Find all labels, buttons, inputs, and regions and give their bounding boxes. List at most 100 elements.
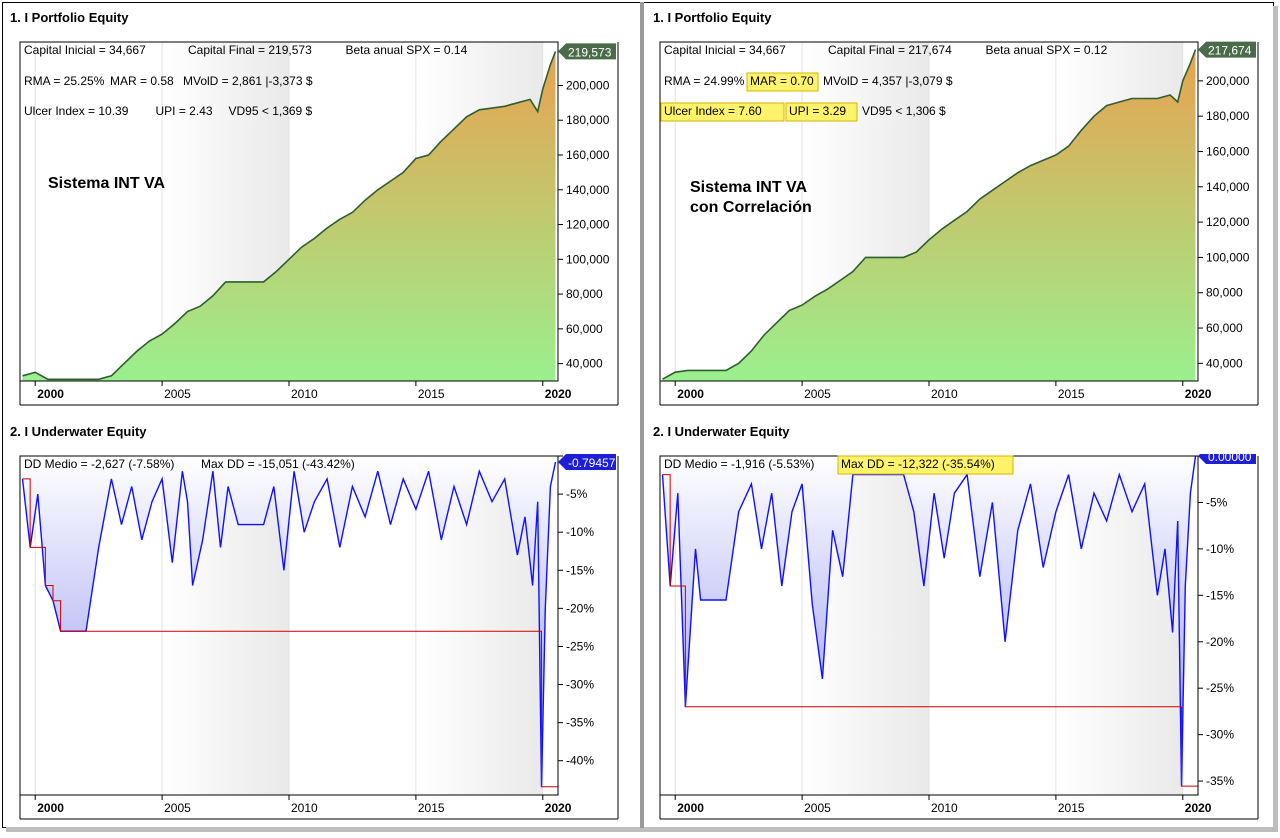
y-tick-label: -20% bbox=[1206, 635, 1234, 649]
left-equity-title: 1. I Portfolio Equity bbox=[10, 10, 129, 25]
stat-text: Max DD = -12,322 (-35.54%) bbox=[841, 457, 995, 471]
y-tick-label: 140,000 bbox=[566, 183, 610, 197]
y-tick-label: 160,000 bbox=[1206, 144, 1250, 158]
x-tick-label: 2015 bbox=[418, 801, 445, 815]
y-tick-label: -40% bbox=[566, 754, 594, 768]
stat-text: UPI = 3.29 bbox=[789, 104, 846, 118]
stat-text: Capital Inicial = 34,667 bbox=[664, 43, 786, 57]
y-tick-label: -35% bbox=[1206, 774, 1234, 788]
stat-text: VD95 < 1,306 $ bbox=[862, 104, 946, 118]
x-tick-label: 2005 bbox=[164, 387, 191, 401]
stat-highlight bbox=[785, 102, 858, 122]
y-tick-label: -10% bbox=[1206, 542, 1234, 556]
x-tick-label: 2015 bbox=[418, 387, 445, 401]
y-tick-label: 60,000 bbox=[1206, 321, 1243, 335]
x-tick-label: 2020 bbox=[545, 801, 572, 815]
stat-text: Max DD = -15,051 (-43.42%) bbox=[201, 457, 355, 471]
y-tick-label: -10% bbox=[566, 525, 594, 539]
y-tick-label: 140,000 bbox=[1206, 180, 1250, 194]
y-tick-label: -25% bbox=[566, 639, 594, 653]
y-tick-label: 100,000 bbox=[1206, 250, 1250, 264]
x-tick-label: 2010 bbox=[931, 387, 958, 401]
y-tick-label: 80,000 bbox=[1206, 286, 1243, 300]
x-tick-label: 2000 bbox=[37, 801, 64, 815]
y-tick-label: 120,000 bbox=[566, 218, 610, 232]
y-tick-label: -35% bbox=[566, 716, 594, 730]
equity-line bbox=[22, 51, 557, 381]
last-value-tag bbox=[1198, 41, 1256, 58]
equity-area bbox=[662, 49, 1196, 381]
last-value-label: -0.79457 bbox=[568, 456, 616, 470]
right-underwater-chart[interactable]: -5% -10% -15% -20% -25% -30% -35% 2000 2005 2010 2… bbox=[658, 454, 1260, 820]
x-tick-label: 2015 bbox=[1058, 801, 1085, 815]
x-tick-label: 2010 bbox=[291, 801, 318, 815]
annotation-line: con Correlación bbox=[690, 199, 812, 216]
y-tick-label: -30% bbox=[1206, 728, 1234, 742]
x-tick-label: 2010 bbox=[291, 387, 318, 401]
chart-annotation: Sistema INT VA bbox=[48, 175, 166, 192]
y-tick-label: 200,000 bbox=[566, 78, 610, 92]
y-tick-label: 180,000 bbox=[1206, 109, 1250, 123]
y-tick-label: 200,000 bbox=[1206, 74, 1250, 88]
x-tick-label: 2020 bbox=[1185, 801, 1212, 815]
right-equity-title: 1. I Portfolio Equity bbox=[653, 10, 772, 25]
x-tick-label: 2000 bbox=[677, 387, 704, 401]
window-shadow-bottom bbox=[6, 827, 1278, 832]
stat-text: MVolD = 4,357 |-3,079 $ bbox=[823, 74, 953, 88]
x-tick-label: 2015 bbox=[1058, 387, 1085, 401]
stat-text: Beta anual SPX = 0.12 bbox=[986, 43, 1108, 57]
stat-text: Ulcer Index = 7.60 bbox=[664, 104, 762, 118]
y-tick-label: -25% bbox=[1206, 681, 1234, 695]
left-equity-chart[interactable]: 40,000 60,000 80,000 100,000 120,000 140,000 1… bbox=[18, 40, 620, 406]
y-tick-label: -5% bbox=[1206, 495, 1228, 509]
stat-text: Capital Final = 217,674 bbox=[828, 43, 952, 57]
y-tick-label: 160,000 bbox=[566, 148, 610, 162]
stat-text: MVolD = 2,861 |-3,373 $ bbox=[183, 74, 313, 88]
y-tick-label: -20% bbox=[566, 601, 594, 615]
stat-highlight bbox=[660, 102, 785, 122]
x-tick-label: 2005 bbox=[804, 387, 831, 401]
last-value-label: 219,573 bbox=[568, 45, 612, 59]
stat-text: VD95 < 1,369 $ bbox=[229, 104, 313, 118]
pane-divider[interactable] bbox=[640, 2, 644, 828]
chart-annotation: Sistema INT VA con Correlación bbox=[690, 179, 812, 216]
equity-area bbox=[22, 51, 556, 382]
y-tick-label: 40,000 bbox=[566, 357, 603, 371]
last-value-tag bbox=[558, 43, 616, 60]
annotation-line: Sistema INT VA bbox=[690, 179, 808, 196]
stat-text: Beta anual SPX = 0.14 bbox=[346, 43, 468, 57]
stat-text: MAR = 0.70 bbox=[750, 74, 814, 88]
y-tick-label: 40,000 bbox=[1206, 356, 1243, 370]
right-equity-chart[interactable]: 40,000 60,000 80,000 100,000 120,000 140,000 1… bbox=[658, 40, 1260, 406]
y-tick-label: -5% bbox=[566, 487, 588, 501]
y-tick-label: -30% bbox=[566, 678, 594, 692]
left-underwater-title: 2. I Underwater Equity bbox=[10, 424, 147, 439]
stat-text: Ulcer Index = 10.39 bbox=[24, 104, 129, 118]
right-underwater-title: 2. I Underwater Equity bbox=[653, 424, 790, 439]
y-tick-label: 100,000 bbox=[566, 252, 610, 266]
drawdown-area bbox=[22, 456, 556, 787]
stat-text: DD Medio = -1,916 (-5.53%) bbox=[664, 457, 814, 471]
left-underwater-chart[interactable]: 0%-5%-10%-15%-20%-25%-30%-35%-40%2000200… bbox=[18, 454, 620, 820]
y-tick-label: 60,000 bbox=[566, 322, 603, 336]
stat-highlight bbox=[746, 72, 819, 92]
max-drawdown-line bbox=[22, 478, 558, 788]
x-tick-label: 2005 bbox=[164, 801, 191, 815]
last-value-label: 0.00000 bbox=[1208, 454, 1252, 464]
x-tick-label: 2020 bbox=[1185, 387, 1212, 401]
stat-text: Capital Inicial = 34,667 bbox=[24, 43, 146, 57]
last-value-tag bbox=[558, 454, 616, 471]
window-shadow-right bbox=[1273, 6, 1278, 832]
y-tick-label: 80,000 bbox=[566, 287, 603, 301]
y-tick-label: -15% bbox=[1206, 588, 1234, 602]
x-tick-label: 2010 bbox=[931, 801, 958, 815]
last-value-label: 217,674 bbox=[1208, 44, 1252, 58]
stat-highlight bbox=[837, 455, 1014, 475]
y-tick-label: -15% bbox=[566, 563, 594, 577]
max-drawdown-line bbox=[662, 474, 1198, 787]
stat-text: UPI = 2.43 bbox=[156, 104, 213, 118]
stat-text: RMA = 25.25% bbox=[24, 74, 105, 88]
drawdown-line bbox=[21, 461, 557, 787]
stat-text: DD Medio = -2,627 (-7.58%) bbox=[24, 457, 174, 471]
x-tick-label: 2020 bbox=[545, 387, 572, 401]
